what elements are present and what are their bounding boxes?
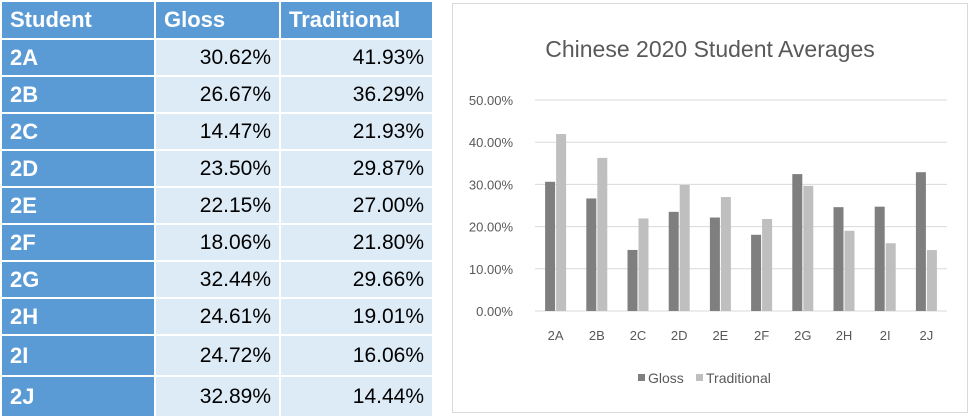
bar-chart: Chinese 2020 Student Averages 0.00% 10.00… <box>469 36 947 386</box>
x-tick-label: 2C <box>630 328 647 343</box>
x-tick-label: 2F <box>754 328 769 343</box>
legend-label-traditional: Traditional <box>706 370 771 386</box>
student-cell: 2B <box>0 75 156 114</box>
gloss-cell: 32.89% <box>154 375 281 418</box>
x-tick-label: 2I <box>880 328 891 343</box>
y-tick-label: 10.00% <box>469 262 514 277</box>
table-row: 2I 24.72% 16.06% <box>0 334 434 377</box>
x-tick-label: 2E <box>712 328 728 343</box>
student-cell: 2I <box>0 334 156 377</box>
table-row: 2C 14.47% 21.93% <box>0 112 434 151</box>
bar-gloss-2a <box>545 181 556 311</box>
legend-label-gloss: Gloss <box>648 370 684 386</box>
x-tick-label: 2A <box>548 328 564 343</box>
bar-traditional-2f <box>762 219 773 311</box>
gloss-cell: 24.61% <box>154 297 281 336</box>
y-tick-label: 20.00% <box>469 220 514 235</box>
bar-traditional-2j <box>926 250 937 311</box>
gloss-cell: 22.15% <box>154 186 281 225</box>
table-row: 2H 24.61% 19.01% <box>0 297 434 336</box>
bar-gloss-2c <box>627 249 638 311</box>
x-tick-label: 2D <box>671 328 688 343</box>
table-row: 2E 22.15% 27.00% <box>0 186 434 225</box>
gloss-cell: 30.62% <box>154 38 281 77</box>
traditional-cell: 41.93% <box>279 38 434 77</box>
legend: Gloss Traditional <box>638 370 771 386</box>
bar-traditional-2a <box>556 134 567 311</box>
bars <box>545 134 937 311</box>
x-tick-label: 2G <box>794 328 811 343</box>
traditional-cell: 21.80% <box>279 223 434 262</box>
x-tick-label: 2H <box>836 328 853 343</box>
table-row: 2G 32.44% 29.66% <box>0 260 434 299</box>
y-tick-label: 40.00% <box>469 135 514 150</box>
bar-gloss-2j <box>915 172 926 311</box>
traditional-cell: 29.66% <box>279 260 434 299</box>
y-tick-label: 50.00% <box>469 93 514 108</box>
x-tick-label: 2B <box>589 328 605 343</box>
gloss-cell: 23.50% <box>154 149 281 188</box>
legend-swatch-gloss <box>638 374 645 381</box>
header-gloss: Gloss <box>154 0 281 40</box>
x-tick-label: 2J <box>920 328 934 343</box>
gridlines <box>535 99 947 312</box>
y-tick-label: 30.00% <box>469 177 514 192</box>
bar-traditional-2b <box>597 157 608 311</box>
traditional-cell: 29.87% <box>279 149 434 188</box>
y-tick-label: 0.00% <box>476 304 513 319</box>
gloss-cell: 26.67% <box>154 75 281 114</box>
student-cell: 2A <box>0 38 156 77</box>
traditional-cell: 27.00% <box>279 186 434 225</box>
bar-traditional-2i <box>885 243 896 311</box>
table-header-row: Student Gloss Traditional <box>0 0 434 40</box>
traditional-cell: 21.93% <box>279 112 434 151</box>
traditional-cell: 14.44% <box>279 375 434 418</box>
bar-gloss-2h <box>833 207 844 311</box>
student-cell: 2C <box>0 112 156 151</box>
bar-traditional-2g <box>803 185 814 311</box>
bar-traditional-2c <box>638 218 649 311</box>
gloss-cell: 14.47% <box>154 112 281 151</box>
student-cell: 2E <box>0 186 156 225</box>
traditional-cell: 19.01% <box>279 297 434 336</box>
table-row: 2D 23.50% 29.87% <box>0 149 434 188</box>
student-averages-table: Student Gloss Traditional 2A 30.62% 41.9… <box>0 0 434 418</box>
student-cell: 2J <box>0 375 156 418</box>
bar-traditional-2d <box>679 184 690 311</box>
bar-traditional-2h <box>844 230 855 311</box>
chart-container: Chinese 2020 Student Averages 0.00% 10.00… <box>452 3 968 413</box>
student-cell: 2D <box>0 149 156 188</box>
bar-gloss-2i <box>874 206 885 311</box>
bar-gloss-2f <box>751 234 762 311</box>
bar-gloss-2g <box>792 174 803 311</box>
header-student: Student <box>0 0 156 40</box>
bar-gloss-2d <box>668 211 679 311</box>
table-row: 2A 30.62% 41.93% <box>0 38 434 77</box>
table-row: 2B 26.67% 36.29% <box>0 75 434 114</box>
legend-swatch-traditional <box>696 374 703 381</box>
bar-gloss-2e <box>709 217 720 311</box>
student-cell: 2G <box>0 260 156 299</box>
bar-gloss-2b <box>586 198 597 311</box>
student-cell: 2H <box>0 297 156 336</box>
traditional-cell: 16.06% <box>279 334 434 377</box>
gloss-cell: 24.72% <box>154 334 281 377</box>
x-axis-ticks: 2A 2B 2C 2D 2E 2F 2G 2H 2I 2J <box>548 328 934 343</box>
traditional-cell: 36.29% <box>279 75 434 114</box>
bar-traditional-2e <box>720 197 731 311</box>
header-traditional: Traditional <box>279 0 434 40</box>
student-cell: 2F <box>0 223 156 262</box>
gloss-cell: 32.44% <box>154 260 281 299</box>
chart-title: Chinese 2020 Student Averages <box>545 36 875 62</box>
y-axis-ticks: 0.00% 10.00% 20.00% 30.00% 40.00% 50.00% <box>469 93 514 319</box>
table-row: 2F 18.06% 21.80% <box>0 223 434 262</box>
table-row: 2J 32.89% 14.44% <box>0 375 434 418</box>
gloss-cell: 18.06% <box>154 223 281 262</box>
